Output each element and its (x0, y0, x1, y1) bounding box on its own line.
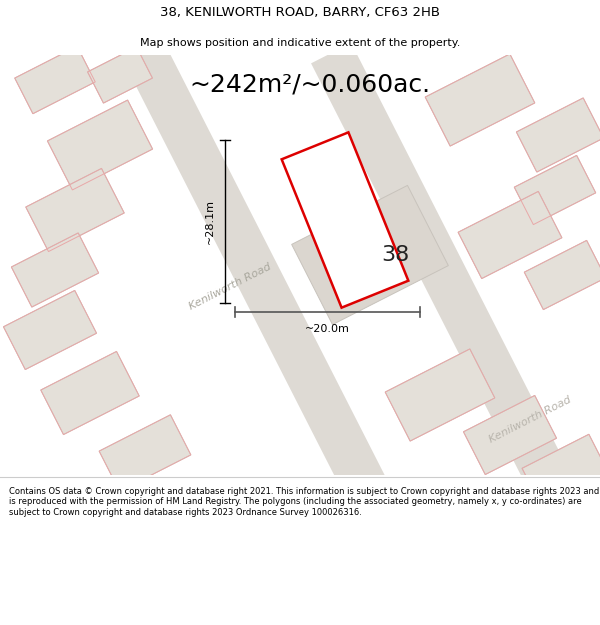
Polygon shape (281, 132, 409, 308)
Polygon shape (524, 241, 600, 309)
Polygon shape (4, 291, 97, 369)
Polygon shape (517, 98, 600, 172)
Polygon shape (522, 434, 600, 506)
Polygon shape (26, 168, 124, 252)
Text: 38: 38 (381, 245, 409, 265)
Polygon shape (81, 0, 439, 602)
Text: ~242m²/~0.060ac.: ~242m²/~0.060ac. (190, 73, 431, 97)
Text: ~28.1m: ~28.1m (205, 199, 215, 244)
Text: Kenilworth Road: Kenilworth Road (187, 262, 273, 312)
Polygon shape (463, 396, 557, 474)
Polygon shape (15, 46, 95, 114)
Polygon shape (385, 349, 495, 441)
Polygon shape (425, 54, 535, 146)
Polygon shape (458, 191, 562, 279)
Text: Kenilworth Road: Kenilworth Road (487, 395, 573, 445)
Polygon shape (292, 186, 448, 324)
Polygon shape (311, 43, 600, 625)
Polygon shape (11, 233, 98, 307)
Polygon shape (47, 100, 152, 190)
Text: Map shows position and indicative extent of the property.: Map shows position and indicative extent… (140, 38, 460, 48)
Text: ~20.0m: ~20.0m (305, 324, 350, 334)
Polygon shape (41, 351, 139, 434)
Polygon shape (88, 47, 152, 103)
Text: Contains OS data © Crown copyright and database right 2021. This information is : Contains OS data © Crown copyright and d… (9, 487, 599, 517)
Text: 38, KENILWORTH ROAD, BARRY, CF63 2HB: 38, KENILWORTH ROAD, BARRY, CF63 2HB (160, 6, 440, 19)
Polygon shape (99, 415, 191, 491)
Polygon shape (514, 156, 596, 224)
